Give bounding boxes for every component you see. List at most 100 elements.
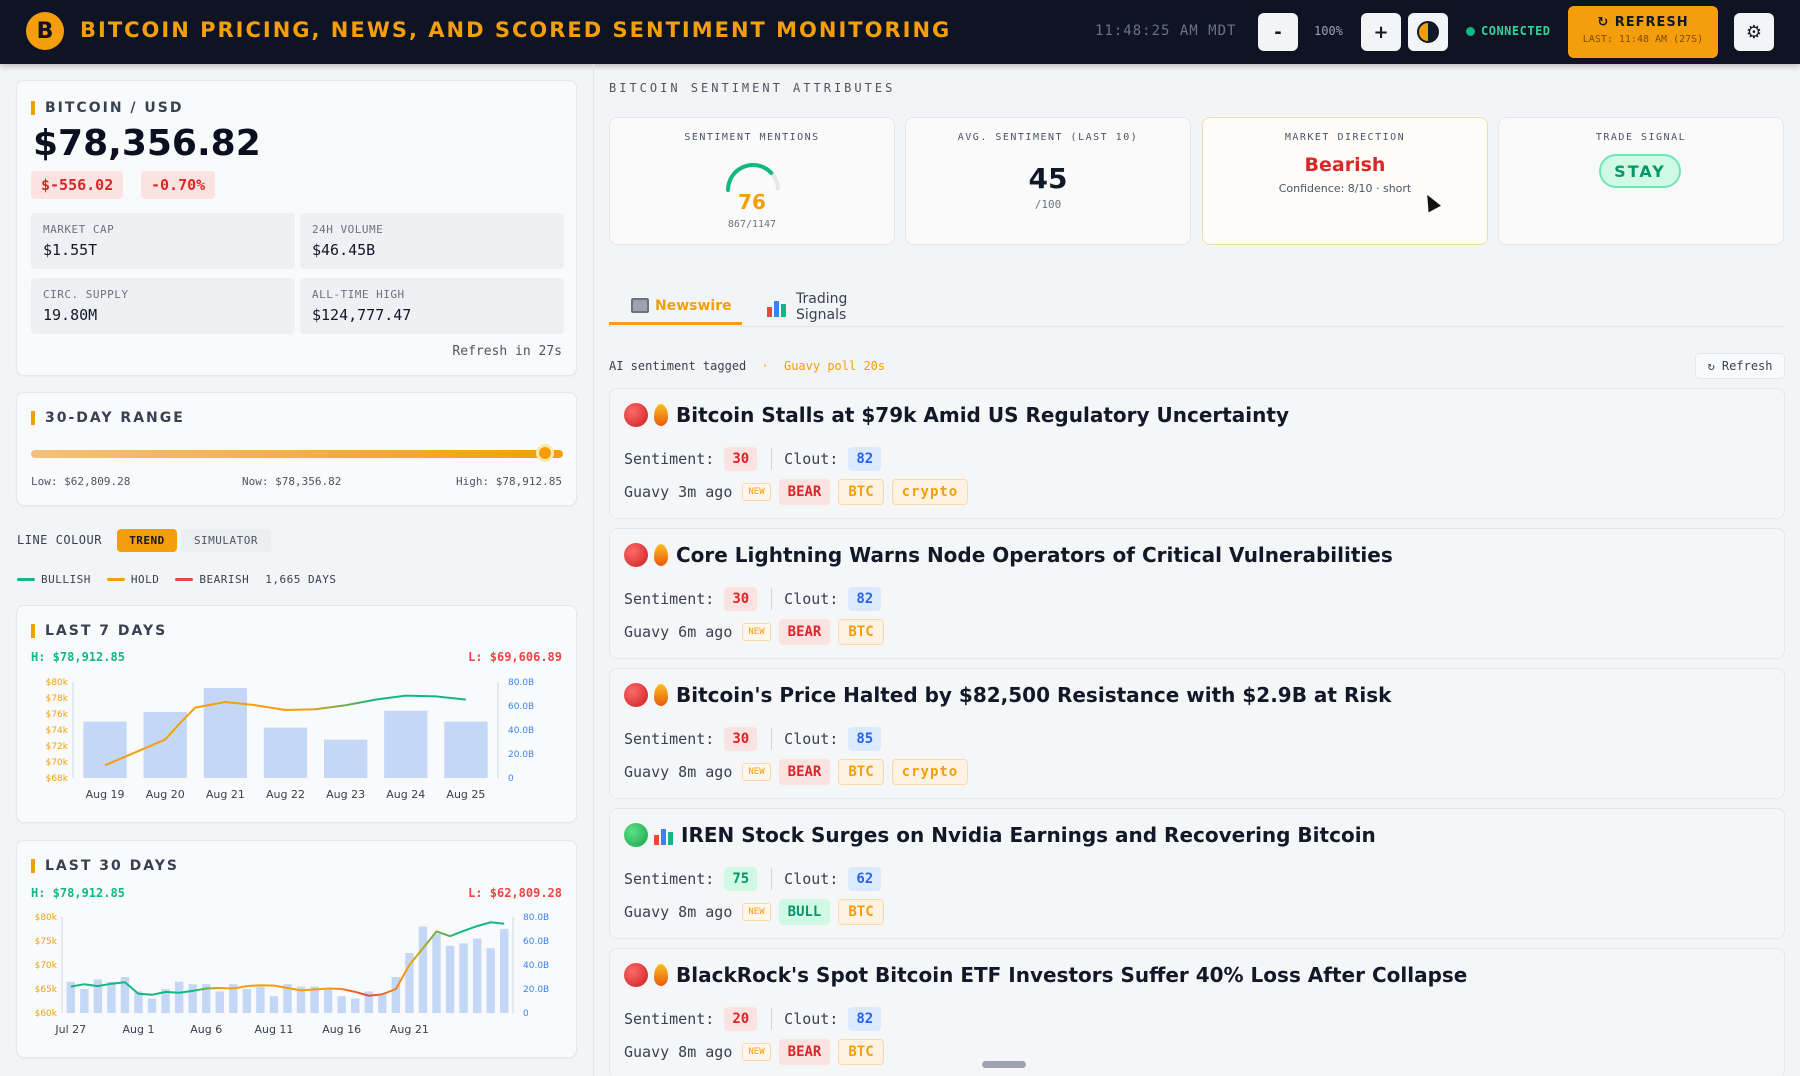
refresh-button-label: ↻ REFRESH xyxy=(1597,15,1689,30)
line-colour-label: LINE COLOUR xyxy=(17,533,102,547)
y2-tick-label: 20.0B xyxy=(523,985,549,995)
sentiment-score: 30 xyxy=(724,447,758,471)
line-colour-trend-button[interactable]: TREND xyxy=(117,529,177,552)
news-title[interactable]: IREN Stock Surges on Nvidia Earnings and… xyxy=(681,823,1376,847)
news-title-row[interactable]: IREN Stock Surges on Nvidia Earnings and… xyxy=(624,823,1376,847)
green-circle-icon xyxy=(624,823,648,847)
volume-bar xyxy=(256,986,265,1013)
settings-button[interactable]: ⚙ xyxy=(1734,13,1774,51)
news-meta: Guavy 8m ago NEW BEAR BTC crypto xyxy=(624,759,969,785)
tag-btc[interactable]: BTC xyxy=(838,899,884,925)
kpi-trade-signal: TRADE SIGNAL STAY xyxy=(1498,117,1784,245)
tab-newswire[interactable]: Newswire xyxy=(609,289,742,325)
news-source: Guavy 3m ago xyxy=(624,483,733,501)
refresh-last-time: LAST: 11:48 AM (27S) xyxy=(1582,34,1704,45)
news-title-row[interactable]: Bitcoin Stalls at $79k Amid US Regulator… xyxy=(624,403,1289,427)
news-item[interactable]: Bitcoin Stalls at $79k Amid US Regulator… xyxy=(609,388,1785,519)
news-title[interactable]: BlackRock's Spot Bitcoin ETF Investors S… xyxy=(676,963,1468,987)
news-item[interactable]: Bitcoin's Price Halted by $82,500 Resist… xyxy=(609,668,1785,799)
x-tick-label: Aug 21 xyxy=(390,1023,429,1036)
clout-score: 62 xyxy=(848,867,882,891)
volume-bar xyxy=(147,998,157,1013)
line-colour-simulator-button[interactable]: SIMULATOR xyxy=(181,529,271,552)
chart-7d: $80k $78k $76k $74k $72k $70k $68k 80.0B 60.0B 40… xyxy=(46,678,535,801)
tag-btc[interactable]: BTC xyxy=(838,619,884,645)
news-source: Guavy 8m ago xyxy=(624,903,733,921)
theme-toggle-button[interactable] xyxy=(1408,13,1448,51)
y-tick-label: $78k xyxy=(46,694,69,704)
y2-tick-label: 80.0B xyxy=(508,678,534,688)
price-line xyxy=(104,694,467,767)
kpi-sub: 867/1147 xyxy=(727,219,777,230)
y-tick-label: $80k xyxy=(46,678,69,688)
tag-crypto[interactable]: crypto xyxy=(891,479,969,505)
tag-bear[interactable]: BEAR xyxy=(778,759,831,785)
volume-bar xyxy=(161,989,170,1013)
news-title-row[interactable]: Bitcoin's Price Halted by $82,500 Resist… xyxy=(624,683,1391,707)
range-track xyxy=(31,450,563,458)
news-title[interactable]: Bitcoin Stalls at $79k Amid US Regulator… xyxy=(676,403,1289,427)
news-item[interactable]: IREN Stock Surges on Nvidia Earnings and… xyxy=(609,808,1785,939)
kpi-sentiment-mentions: SENTIMENT MENTIONS 76 867/1147 xyxy=(609,117,895,245)
volume-bar xyxy=(459,943,468,1013)
tag-btc[interactable]: BTC xyxy=(838,1039,884,1065)
tag-btc[interactable]: BTC xyxy=(838,479,884,505)
news-source: Guavy 8m ago xyxy=(624,763,733,781)
kpi-value: 45 xyxy=(1028,162,1068,195)
x-tick-label: Aug 25 xyxy=(446,788,485,801)
news-item[interactable]: Core Lightning Warns Node Operators of C… xyxy=(609,528,1785,659)
new-badge: NEW xyxy=(742,763,771,781)
feed-poll-label: Guavy poll 20s xyxy=(783,359,886,373)
range-card: 30-DAY RANGE Low: $62,809.28 Now: $78,35… xyxy=(16,392,577,506)
red-circle-icon xyxy=(624,543,648,567)
volume-bar xyxy=(188,984,197,1013)
clock: 11:48:25 AM MDT xyxy=(1095,23,1237,39)
volume-bar xyxy=(445,945,455,1013)
news-title[interactable]: Bitcoin's Price Halted by $82,500 Resist… xyxy=(676,683,1392,707)
tag-bear[interactable]: BEAR xyxy=(778,1039,831,1065)
tab-trading-signals[interactable]: Trading Signals xyxy=(765,289,875,325)
feed-meta-separator: · xyxy=(761,359,769,373)
trend-legend: BULLISH HOLD BEARISH 1,665 DAYS xyxy=(17,573,336,586)
y2-tick-label: 60.0B xyxy=(508,702,534,712)
tag-crypto[interactable]: crypto xyxy=(891,759,969,785)
feed-refresh-button[interactable]: ↻ Refresh xyxy=(1695,353,1785,379)
scroll-indicator[interactable] xyxy=(982,1061,1026,1068)
news-item[interactable]: BlackRock's Spot Bitcoin ETF Investors S… xyxy=(609,948,1785,1076)
news-title-row[interactable]: Core Lightning Warns Node Operators of C… xyxy=(624,543,1393,567)
volume-bar xyxy=(174,981,184,1013)
tag-btc[interactable]: BTC xyxy=(838,759,884,785)
zoom-out-button[interactable]: - xyxy=(1258,13,1298,51)
stat-label: MARKET CAP xyxy=(43,223,115,236)
stat-label: ALL-TIME HIGH xyxy=(312,288,405,301)
tag-bear[interactable]: BEAR xyxy=(778,479,831,505)
volume-bar xyxy=(418,926,428,1013)
y-tick-label: $74k xyxy=(46,726,69,736)
stat-label: CIRC. SUPPLY xyxy=(43,288,129,301)
kpi-label: MARKET DIRECTION xyxy=(1284,132,1406,143)
news-scores: Sentiment: 20 Clout: 82 xyxy=(624,1007,882,1031)
sentiment-score: 75 xyxy=(724,867,758,891)
sentiment-section-title: BITCOIN SENTIMENT ATTRIBUTES xyxy=(609,81,896,95)
news-title[interactable]: Core Lightning Warns Node Operators of C… xyxy=(676,543,1393,567)
news-title-row[interactable]: BlackRock's Spot Bitcoin ETF Investors S… xyxy=(624,963,1467,987)
refresh-button[interactable]: ↻ REFRESH LAST: 11:48 AM (27S) xyxy=(1568,6,1718,58)
news-meta: Guavy 8m ago NEW BULL BTC xyxy=(624,899,884,925)
zoom-in-button[interactable]: + xyxy=(1361,13,1401,51)
sentiment-score: 30 xyxy=(724,727,758,751)
y-tick-label: $60k xyxy=(35,1009,58,1019)
legend-days: 1,665 DAYS xyxy=(265,573,337,586)
chart-30d-title: LAST 30 DAYS xyxy=(31,859,179,873)
price-change-abs: $-556.02 xyxy=(31,171,124,199)
stat-all-time-high: ALL-TIME HIGH $124,777.47 xyxy=(300,278,564,334)
legend-bearish: BEARISH xyxy=(175,573,249,586)
chart-7d-low: L: $69,606.89 xyxy=(468,650,562,664)
score-divider xyxy=(771,448,773,470)
x-tick-label: Aug 24 xyxy=(386,788,425,801)
sentiment-label: Sentiment: xyxy=(624,870,715,888)
volume-bar xyxy=(310,986,319,1013)
news-scores: Sentiment: 30 Clout: 82 xyxy=(624,447,882,471)
tag-bear[interactable]: BEAR xyxy=(778,619,831,645)
volume-bar xyxy=(432,933,441,1013)
tag-bull[interactable]: BULL xyxy=(778,899,831,925)
